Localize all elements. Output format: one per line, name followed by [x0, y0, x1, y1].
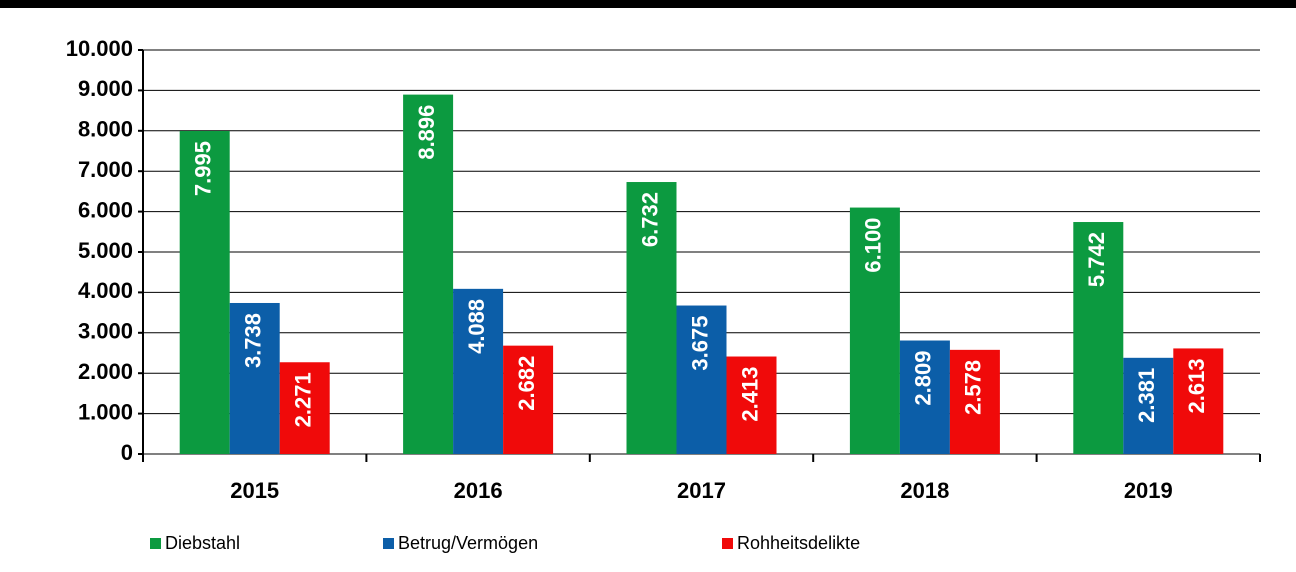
- y-tick-label: 0: [121, 440, 133, 465]
- value-label: 6.100: [861, 218, 886, 273]
- bar: [849, 207, 900, 454]
- y-tick-label: 3.000: [78, 319, 133, 344]
- x-tick-label: 2018: [900, 478, 949, 503]
- legend-label: Diebstahl: [165, 533, 240, 553]
- value-label: 6.732: [637, 192, 662, 247]
- bar: [403, 94, 454, 455]
- value-label: 5.742: [1084, 232, 1109, 287]
- y-tick-label: 2.000: [78, 359, 133, 384]
- legend-swatch: [722, 538, 733, 549]
- bar: [179, 131, 230, 454]
- x-tick-label: 2017: [677, 478, 726, 503]
- bar: [1073, 222, 1124, 454]
- y-tick-label: 8.000: [78, 117, 133, 142]
- legend-swatch: [150, 538, 161, 549]
- x-tick-label: 2015: [230, 478, 279, 503]
- bar: [626, 182, 677, 454]
- bar: [676, 305, 727, 454]
- value-label: 2.271: [291, 372, 316, 427]
- value-label: 2.578: [961, 360, 986, 415]
- y-tick-label: 6.000: [78, 197, 133, 222]
- legend-swatch: [383, 538, 394, 549]
- x-tick-label: 2016: [454, 478, 503, 503]
- x-tick-label: 2019: [1124, 478, 1173, 503]
- top-rule: [0, 0, 1296, 8]
- bar: [1173, 348, 1224, 454]
- bar: [1123, 357, 1174, 454]
- value-label: 4.088: [464, 299, 489, 354]
- value-label: 2.809: [911, 351, 936, 406]
- value-label: 2.682: [514, 356, 539, 411]
- y-tick-label: 4.000: [78, 278, 133, 303]
- value-label: 8.896: [414, 105, 439, 160]
- y-tick-label: 1.000: [78, 399, 133, 424]
- y-tick-label: 7.000: [78, 157, 133, 182]
- bar: [279, 362, 330, 454]
- value-label: 7.995: [191, 141, 216, 196]
- legend-label: Betrug/Vermögen: [398, 533, 538, 553]
- bar: [503, 345, 554, 454]
- bar: [899, 340, 950, 454]
- y-tick-label: 10.000: [66, 36, 133, 61]
- bar: [726, 356, 777, 454]
- value-label: 3.738: [241, 313, 266, 368]
- y-tick-label: 5.000: [78, 238, 133, 263]
- y-tick-label: 9.000: [78, 76, 133, 101]
- legend-label: Rohheitsdelikte: [737, 533, 860, 553]
- bar: [229, 302, 280, 454]
- bar: [949, 349, 1000, 454]
- value-label: 3.675: [687, 316, 712, 371]
- value-label: 2.413: [737, 367, 762, 422]
- value-label: 2.381: [1134, 368, 1159, 423]
- bar: [453, 288, 504, 454]
- value-label: 2.613: [1184, 358, 1209, 413]
